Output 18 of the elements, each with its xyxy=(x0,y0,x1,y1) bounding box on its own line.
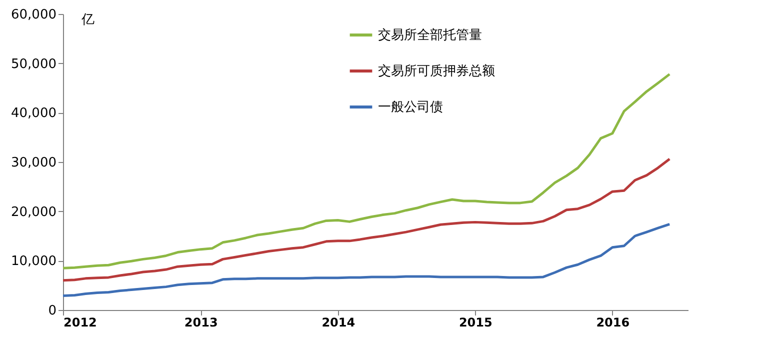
x-tick-label: 2012 xyxy=(64,316,97,330)
x-tick-label: 2013 xyxy=(184,316,218,330)
y-tick-label: 50,000 xyxy=(11,56,56,72)
y-tick-label: 10,000 xyxy=(11,254,56,270)
y-tick-label: 0 xyxy=(48,304,56,318)
x-tick-label: 2015 xyxy=(458,316,492,330)
y-axis-title: 亿 xyxy=(80,12,94,28)
y-tick-label: 30,000 xyxy=(11,156,56,170)
x-tick-label: 2016 xyxy=(596,316,630,330)
y-tick-label: 60,000 xyxy=(11,8,56,22)
y-tick-label: 40,000 xyxy=(11,106,56,122)
y-tick-label: 20,000 xyxy=(11,204,56,220)
line-series xyxy=(62,222,671,297)
legend-label: 交易所可质押券总额 xyxy=(378,63,495,79)
legend-label: 一般公司债 xyxy=(378,100,443,115)
legend-label: 交易所全部托管量 xyxy=(378,27,482,43)
x-tick-label: 2014 xyxy=(322,316,356,330)
line-series xyxy=(62,158,671,282)
